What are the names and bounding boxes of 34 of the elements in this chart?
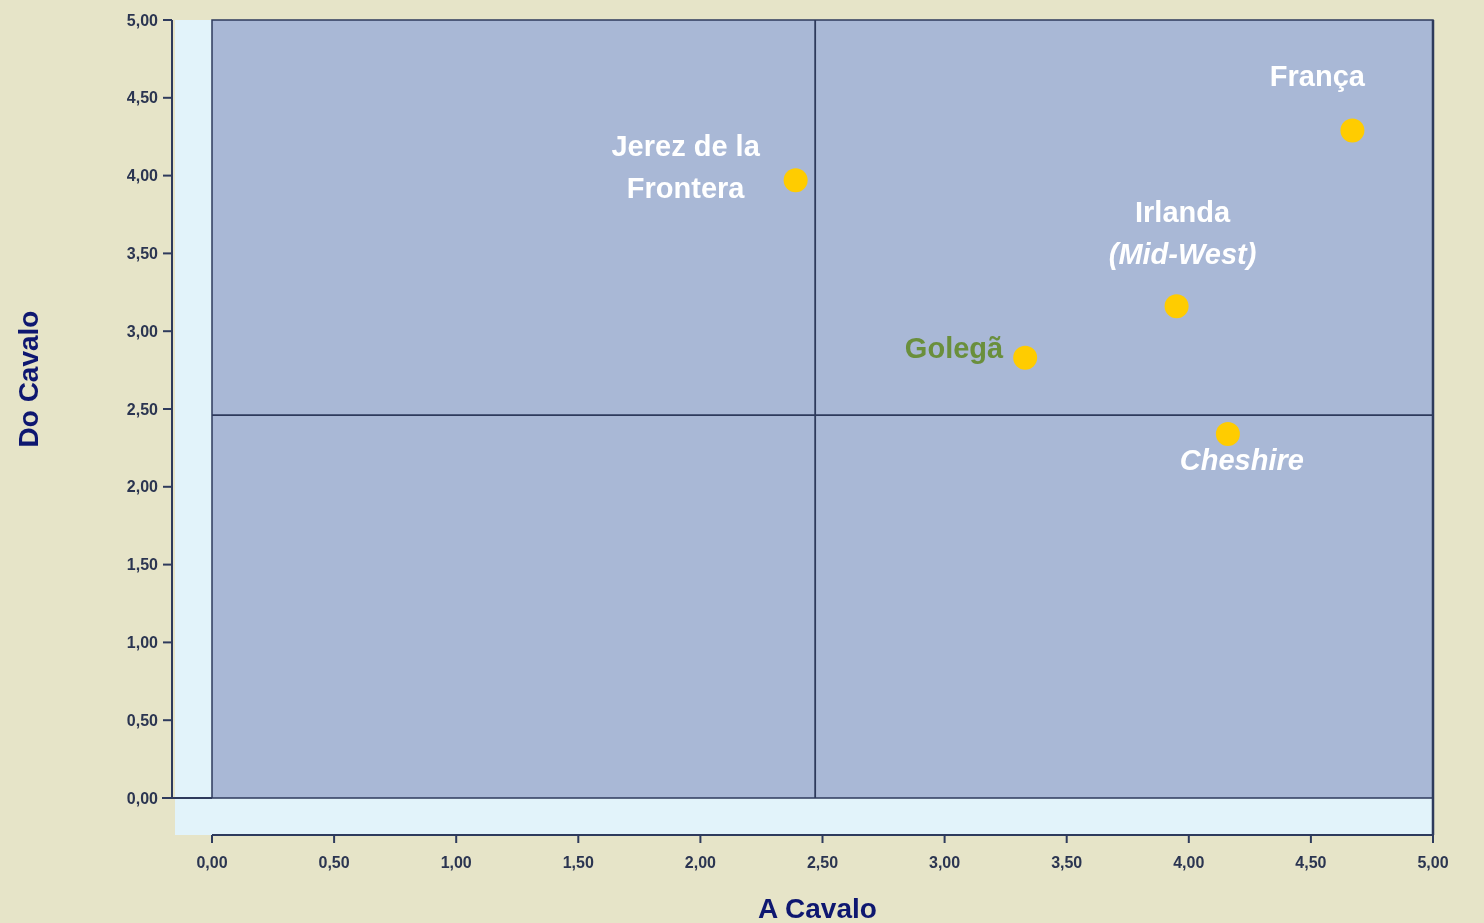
x-tick-label: 4,50 — [1295, 854, 1327, 871]
annotation: Irlanda (Mid-West) — [1108, 196, 1257, 271]
point — [783, 168, 808, 193]
x-tick-label: 2,00 — [684, 854, 717, 871]
annotation: Jerez de la Frontera — [611, 130, 761, 205]
x-tick-label: 1,50 — [562, 854, 594, 871]
x-tick-label: 4,00 — [1173, 854, 1205, 871]
point — [1013, 345, 1038, 370]
annotation: França — [1269, 60, 1366, 93]
point — [1340, 118, 1365, 143]
y-tick-label: 4,00 — [126, 167, 159, 185]
y-tick-label: 3,00 — [126, 322, 159, 340]
point — [1164, 294, 1189, 319]
x-tick-label: 0,00 — [196, 854, 228, 871]
x-tick-label: 0,50 — [318, 854, 350, 871]
y-tick-label: 3,50 — [126, 245, 159, 262]
y-tick-label: 0,50 — [126, 711, 159, 729]
y-tick-label: 2,50 — [126, 400, 159, 418]
annotation: Golegã — [904, 331, 1005, 364]
x-tick-label: 1,00 — [440, 854, 472, 871]
x-tick-label: 5,00 — [1417, 854, 1449, 871]
x-tick-label: 3,00 — [929, 854, 961, 871]
x-tick-label: 3,50 — [1051, 854, 1083, 871]
y-tick-label: 2,00 — [126, 478, 159, 496]
x-tick-label: 2,50 — [806, 854, 839, 871]
y-tick-label: 1,50 — [126, 556, 159, 574]
y-tick-label: 5,00 — [126, 11, 159, 29]
x-axis-title: A Cavalo — [758, 893, 877, 923]
annotation: Cheshire — [1179, 443, 1304, 476]
y-axis-title: Do Cavalo — [13, 310, 44, 448]
y-tick-label: 0,00 — [126, 789, 159, 807]
y-tick-label: 1,00 — [126, 634, 159, 651]
point — [1215, 421, 1240, 446]
y-tick-label: 4,50 — [126, 89, 159, 107]
